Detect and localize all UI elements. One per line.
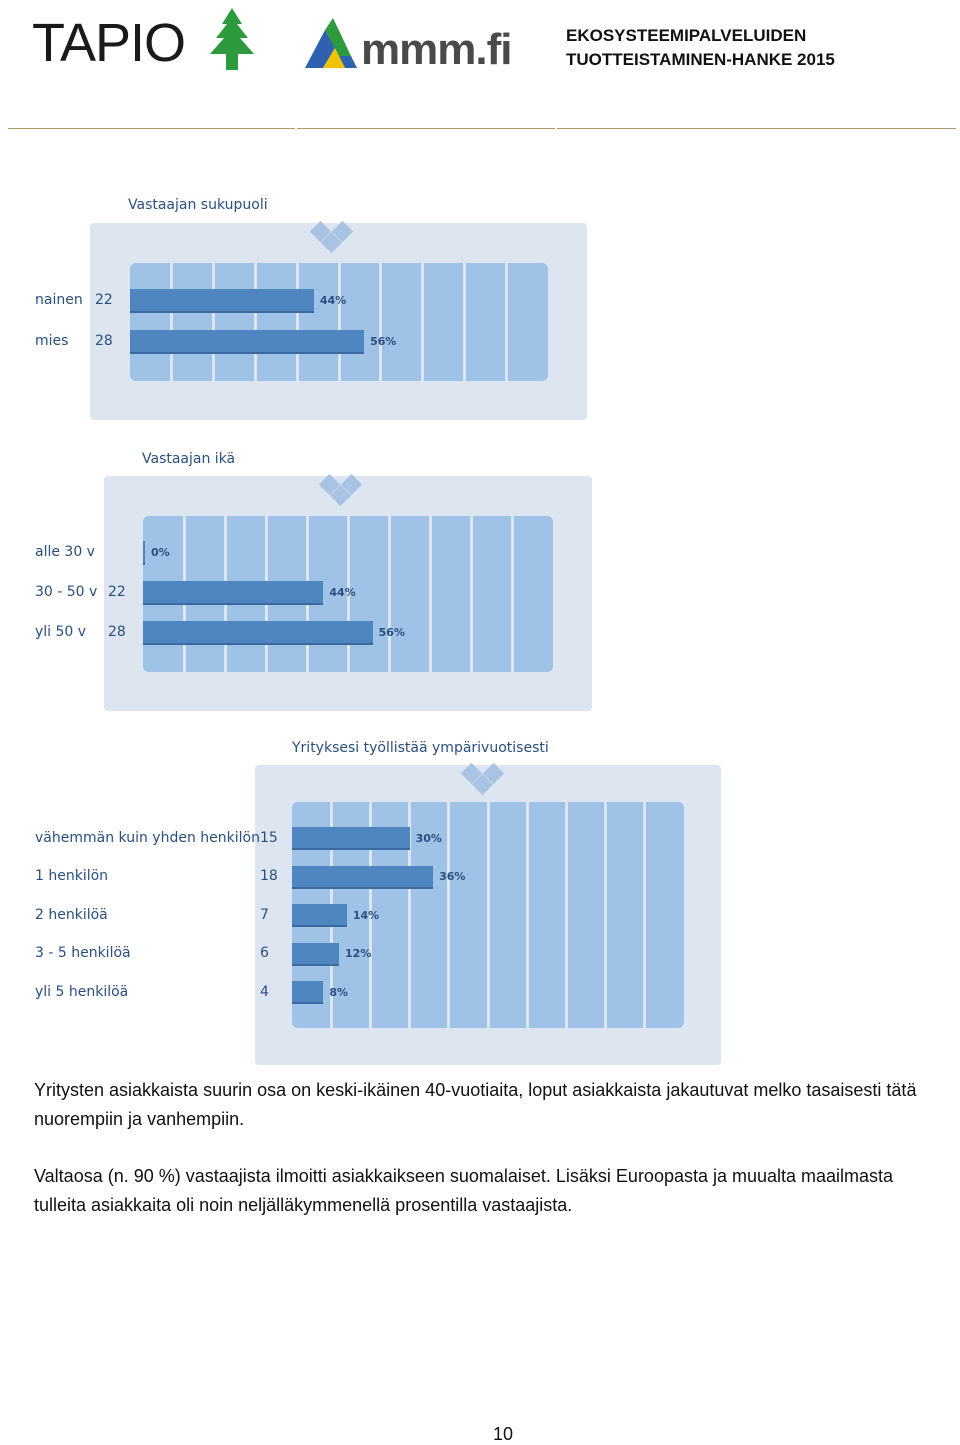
gridline [346,516,350,672]
chart-title: Vastaajan ikä [142,451,236,467]
value-label: 0% [151,546,170,559]
category-label: 2 henkilöä [35,906,108,923]
category-label: alle 30 v [35,544,95,560]
data-bar [143,621,373,645]
chart-title: Vastaajan sukupuoli [128,197,268,213]
gridline [421,263,425,381]
gridline [604,802,608,1028]
chart-title: Yrityksesi työllistää ympärivuotisesti [292,740,549,756]
category-label: 30 - 50 v [35,584,98,600]
value-label: 36% [439,870,466,883]
tree-icon [210,8,254,70]
gridline [408,802,412,1028]
gridline [212,263,216,381]
gridline [428,516,432,672]
count-label: 28 [108,624,126,640]
gridline [504,263,508,381]
header-divider [297,128,555,129]
mmm-logo-text: mmm.fi [361,25,512,74]
count-label: 28 [95,333,113,349]
count-label: 15 [260,829,278,846]
project-title-line2: TUOTTEISTAMINEN-HANKE 2015 [566,50,835,69]
category-label: nainen [35,292,83,308]
data-bar [130,289,314,313]
gridline [295,263,299,381]
project-title: EKOSYSTEEMIPALVELUIDEN TUOTTEISTAMINEN-H… [566,24,835,72]
gridline [387,516,391,672]
tapio-logo-text: TAPIO [32,13,186,73]
header-divider [8,128,295,129]
value-label: 44% [319,294,347,307]
count-label: 22 [108,584,126,600]
gridline [379,263,383,381]
value-label: 56% [370,335,397,348]
data-bar [130,330,365,354]
gridline [253,263,257,381]
value-label: 30% [415,831,442,845]
data-bar [292,942,340,966]
category-label: 3 - 5 henkilöä [35,945,131,961]
gridline [643,802,647,1028]
mmm-emblem-icon [305,18,357,68]
header-divider [557,128,956,129]
data-bar [292,981,324,1004]
category-label: mies [35,333,69,349]
count-label: 4 [260,983,269,1000]
gridline [510,516,514,672]
data-bar [143,541,145,565]
page-number: 10 [492,1424,514,1444]
category-label: vähemmän kuin yhden henkilön [35,829,260,846]
gridline [564,802,568,1028]
gridline [337,263,341,381]
count-label: 18 [260,868,278,884]
gridline [462,263,466,381]
project-title-line1: EKOSYSTEEMIPALVELUIDEN [566,26,807,45]
category-label: 1 henkilön [35,868,109,884]
gridline [486,802,490,1028]
value-label: 56% [378,626,405,639]
data-bar [143,581,324,605]
data-bar [292,827,410,850]
chart-plot-area [130,263,548,381]
data-bar [292,904,347,927]
gridline [525,802,529,1028]
gridline [170,263,174,381]
value-label: 8% [329,985,349,999]
paragraph-age-summary: Yritysten asiakkaista suurin osa on kesk… [34,1080,917,1129]
count-label: 7 [260,906,269,923]
gridline [469,516,473,672]
category-label: yli 50 v [35,624,87,640]
value-label: 12% [345,947,372,960]
gridline [447,802,451,1028]
value-label: 44% [329,586,356,599]
data-bar [292,865,434,889]
value-label: 14% [352,908,380,922]
count-label: 22 [95,292,113,308]
category-label: yli 5 henkilöä [35,983,129,1000]
paragraph-origin-summary: Valtaosa (n. 90 %) vastaajista ilmoitti … [34,1166,894,1215]
count-label: 6 [260,945,269,961]
gridline [368,802,372,1028]
